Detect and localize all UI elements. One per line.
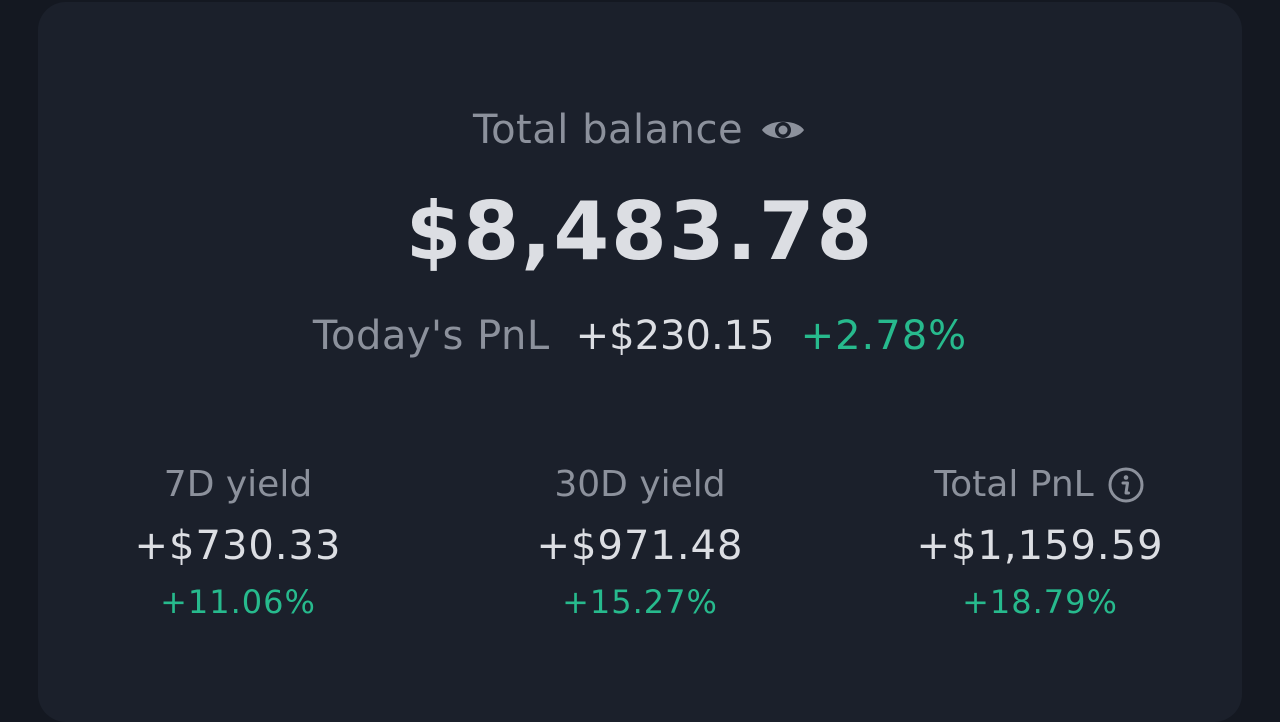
- stat-label: 30D yield: [554, 464, 726, 505]
- todays-pnl-row: Today's PnL +$230.15 +2.78%: [38, 312, 1242, 360]
- total-balance-amount: $8,483.78: [405, 185, 875, 278]
- stat-total-pnl: Total PnL +$1,159.59 +18.79%: [860, 462, 1220, 622]
- stat-30d-yield: 30D yield +$971.48 +15.27%: [460, 462, 820, 622]
- balance-header: Total balance: [38, 106, 1242, 154]
- balance-card: Total balance $8,483.78 Today's PnL +$23…: [38, 2, 1242, 722]
- stat-percent: +15.27%: [562, 583, 718, 621]
- info-icon[interactable]: [1106, 465, 1146, 505]
- stat-7d-yield: 7D yield +$730.33 +11.06%: [58, 462, 418, 622]
- stat-label: 7D yield: [163, 464, 313, 505]
- stat-percent: +18.79%: [962, 583, 1118, 621]
- stat-percent: +11.06%: [160, 583, 316, 621]
- stat-value: +$730.33: [134, 523, 342, 569]
- todays-pnl-label: Today's PnL: [312, 313, 550, 359]
- stat-label: Total PnL: [934, 464, 1094, 505]
- stat-value: +$1,159.59: [916, 523, 1164, 569]
- todays-pnl-amount: +$230.15: [575, 313, 775, 359]
- total-balance-label: Total balance: [472, 107, 744, 153]
- stat-value: +$971.48: [536, 523, 744, 569]
- eye-icon[interactable]: [759, 106, 807, 154]
- todays-pnl-percent: +2.78%: [800, 313, 968, 359]
